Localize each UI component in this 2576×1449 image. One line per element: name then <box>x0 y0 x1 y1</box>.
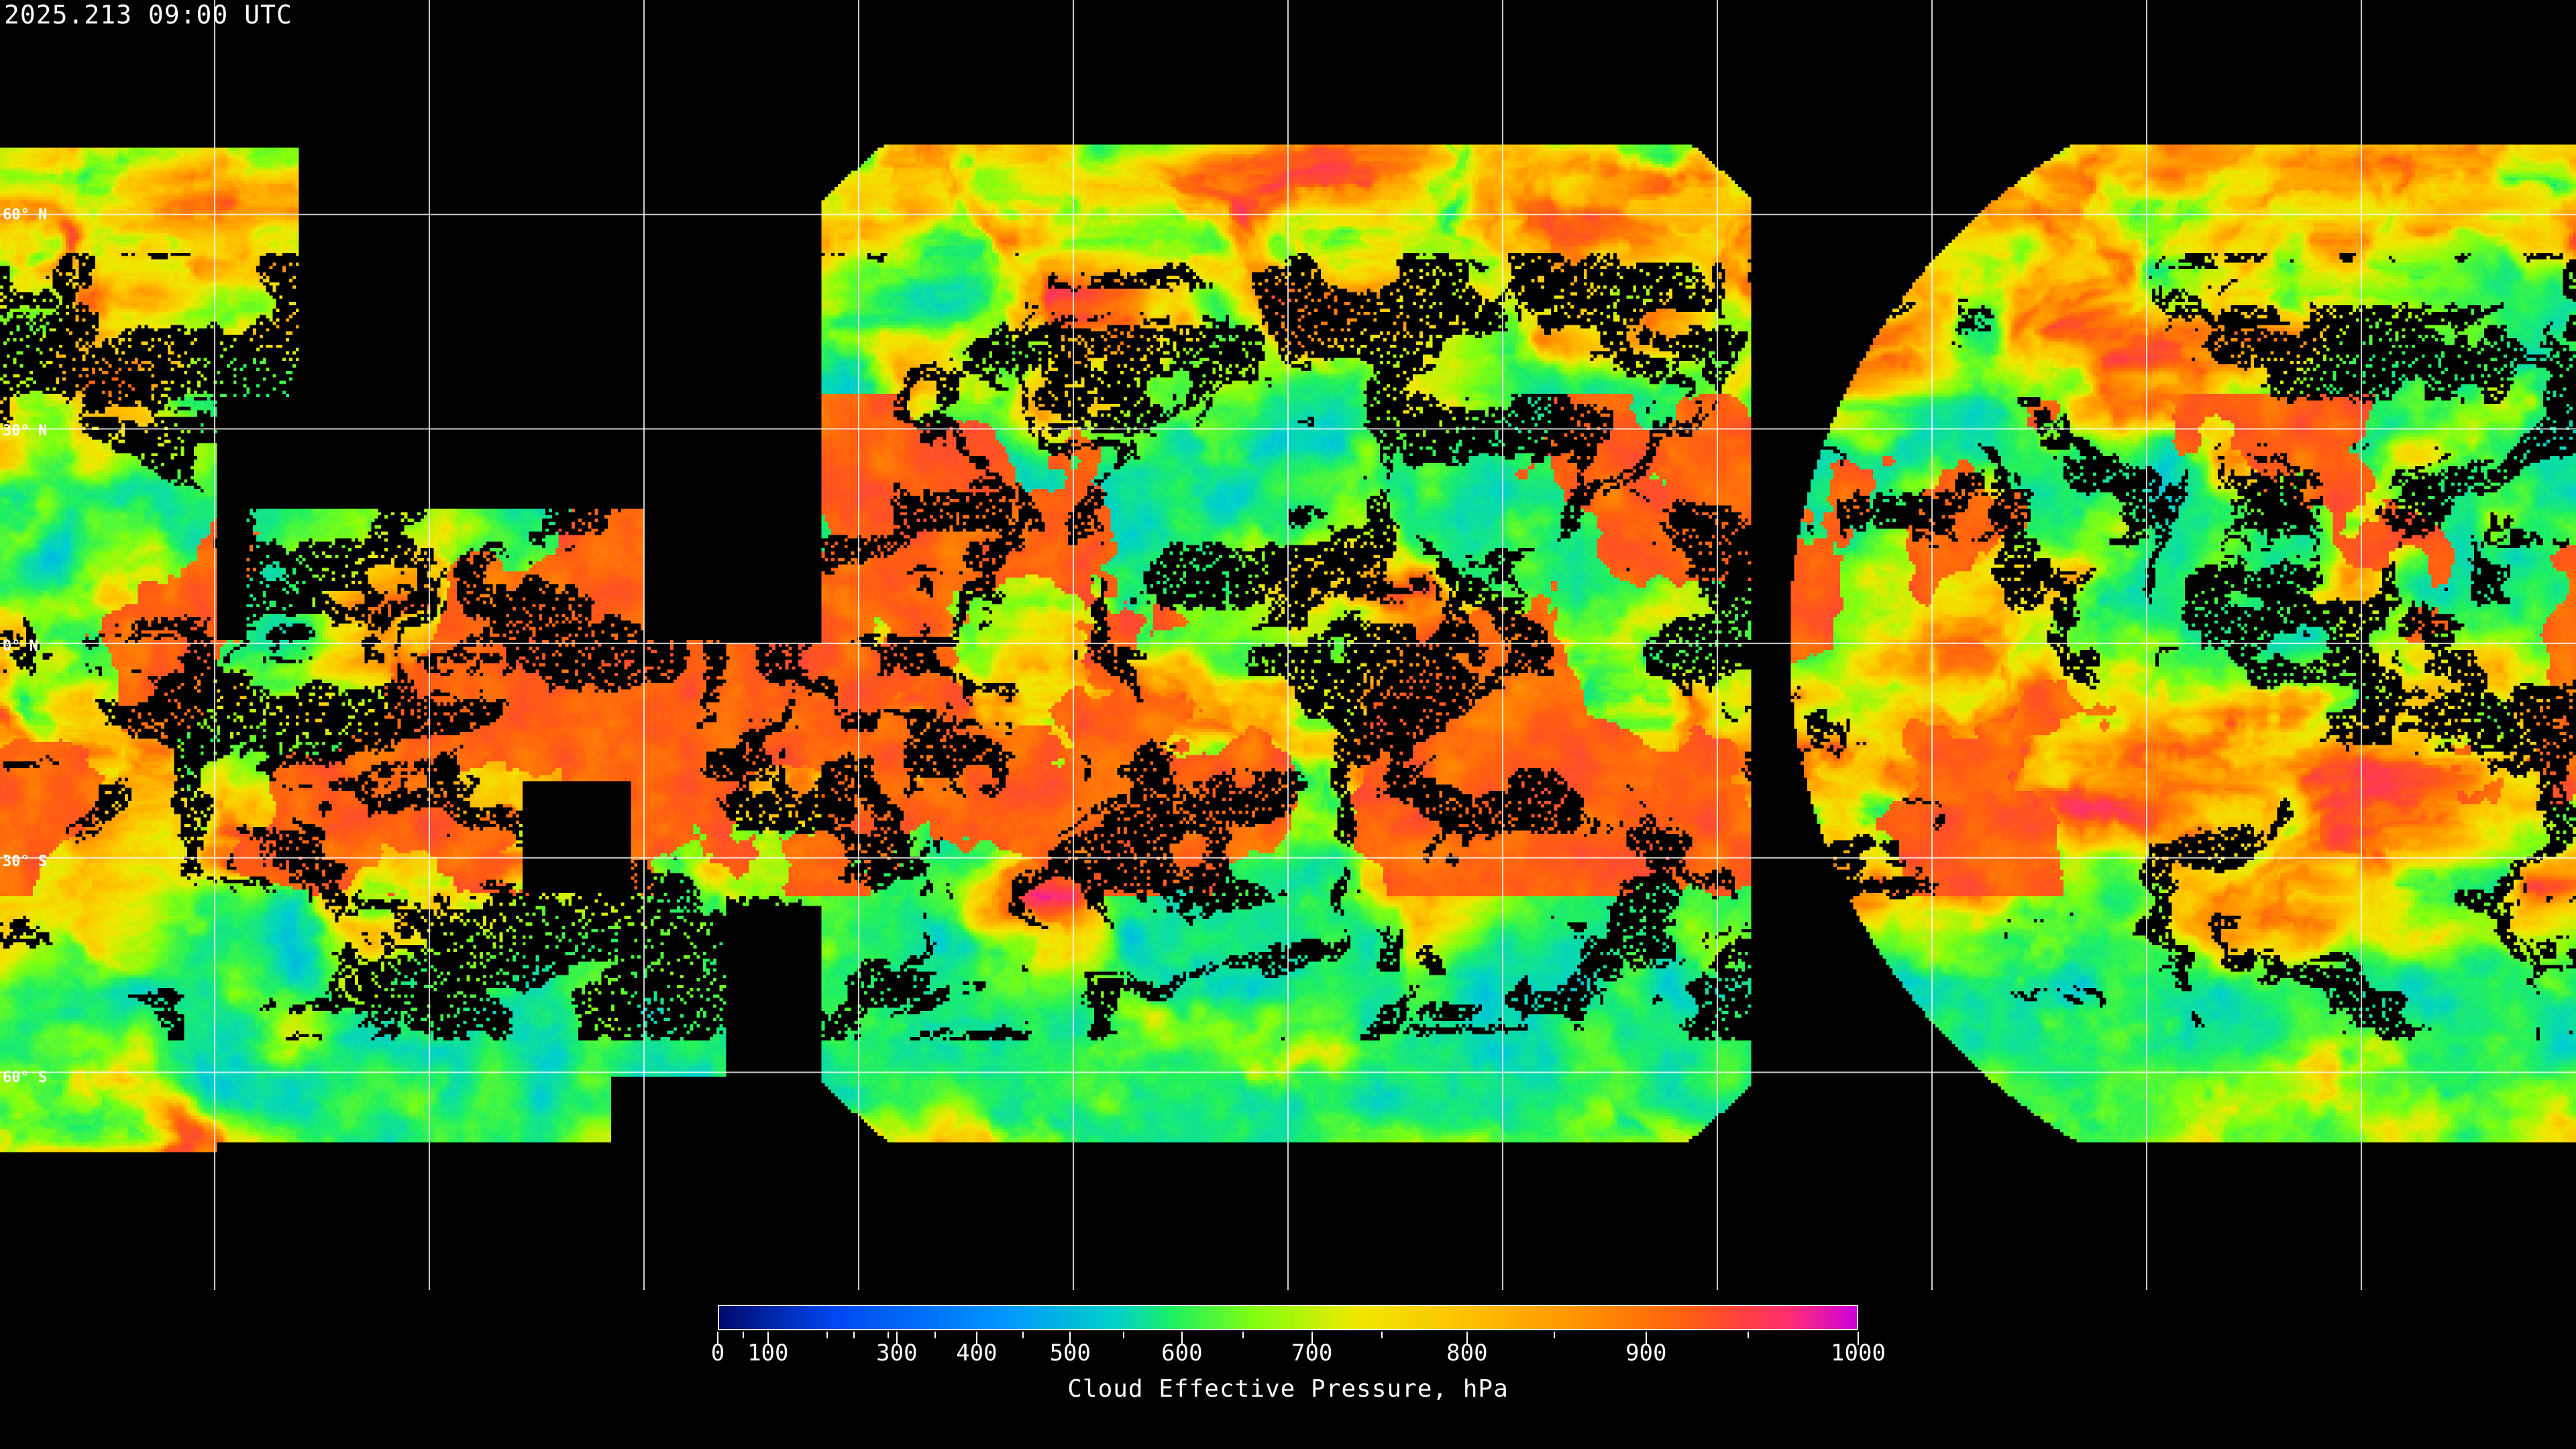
colorbar-major-tick <box>1466 1332 1468 1345</box>
colorbar-tick-label: 900 <box>1625 1340 1667 1366</box>
lat-label-60s: 60° S <box>3 1069 48 1086</box>
colorbar-major-tick <box>975 1332 977 1345</box>
colorbar <box>718 1305 1858 1330</box>
colorbar-major-tick <box>1311 1332 1313 1345</box>
cloud-pressure-map <box>0 0 2576 1290</box>
colorbar-tick-label: 100 <box>747 1340 789 1366</box>
lat-label-60n: 60° N <box>3 207 48 223</box>
graticule <box>0 0 2576 1290</box>
colorbar-minor-tick <box>1122 1332 1124 1338</box>
colorbar-label: Cloud Effective Pressure, hPa <box>1067 1375 1509 1403</box>
colorbar-tick-label: 600 <box>1161 1340 1203 1366</box>
colorbar-minor-tick <box>743 1332 745 1338</box>
colorbar-tick-label: 700 <box>1291 1340 1333 1366</box>
colorbar-tick-label: 0 <box>710 1340 725 1366</box>
colorbar-minor-tick <box>1022 1332 1024 1338</box>
colorbar-minor-tick <box>1748 1332 1750 1338</box>
colorbar-minor-tick <box>888 1332 890 1338</box>
colorbar-major-tick <box>1181 1332 1183 1345</box>
colorbar-minor-tick <box>1242 1332 1244 1338</box>
colorbar-tick-label: 800 <box>1446 1340 1488 1366</box>
lat-label-30n: 30° N <box>3 423 48 439</box>
colorbar-minor-tick <box>934 1332 936 1338</box>
lat-label-30s: 30° S <box>3 853 48 870</box>
colorbar-minor-tick <box>853 1332 855 1338</box>
colorbar-tick-label: 500 <box>1049 1340 1091 1366</box>
colorbar-minor-tick <box>1381 1332 1383 1338</box>
colorbar-major-tick <box>1069 1332 1071 1345</box>
timestamp-title: 2025.213 09:00 UTC <box>4 0 292 30</box>
colorbar-minor-tick <box>1554 1332 1556 1338</box>
colorbar-tick-label: 300 <box>876 1340 918 1366</box>
colorbar-major-tick <box>1645 1332 1647 1345</box>
colorbar-tick-label: 400 <box>956 1340 998 1366</box>
colorbar-minor-tick <box>826 1332 828 1338</box>
colorbar-major-tick <box>1858 1332 1859 1345</box>
colorbar-major-tick <box>767 1332 769 1345</box>
colorbar-major-tick <box>717 1332 718 1345</box>
lat-label-0: 0° N <box>3 638 38 655</box>
colorbar-tick-label: 1000 <box>1831 1340 1886 1366</box>
colorbar-major-tick <box>896 1332 898 1345</box>
